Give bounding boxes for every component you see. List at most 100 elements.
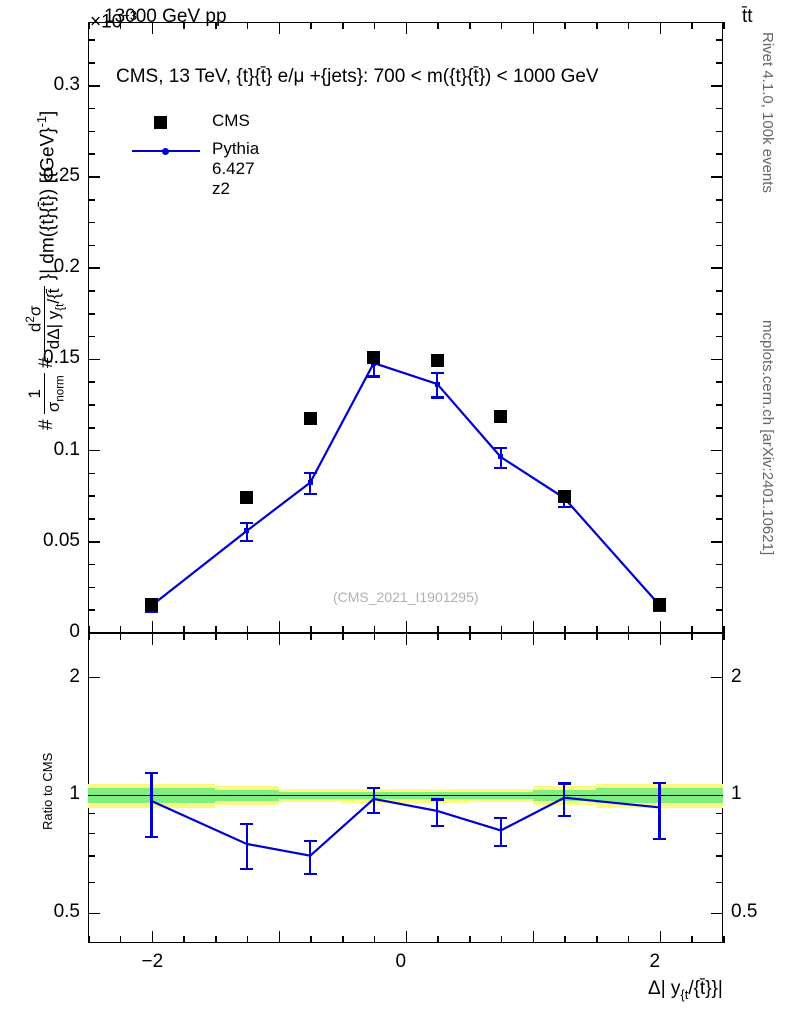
data-point-cms[interactable] — [430, 353, 444, 367]
x-tick-main-top — [88, 22, 90, 29]
y-tick-main — [88, 290, 95, 292]
x-tick-label: 2 — [649, 951, 661, 972]
x-tick-ratio-bottom — [373, 936, 376, 943]
data-point-cms[interactable] — [303, 412, 317, 426]
x-tick-main — [151, 621, 154, 633]
y-tick-main — [88, 85, 100, 87]
x-tick-ratio-top — [691, 633, 693, 640]
data-point-cms[interactable] — [145, 598, 158, 612]
x-tick-main — [310, 626, 312, 633]
y-tick-main — [88, 313, 95, 315]
x-tick-label: 0 — [395, 951, 407, 972]
x-tick-main — [246, 626, 249, 633]
x-tick-ratio-bottom — [723, 936, 725, 943]
y-tick-ratio — [88, 832, 95, 835]
error-bar-cap — [430, 824, 444, 827]
y-tick-main-right — [716, 472, 723, 475]
data-point-cms[interactable] — [653, 598, 666, 612]
error-bar-cap — [494, 845, 508, 848]
y-tick-ratio-right — [716, 881, 723, 884]
y-tick-main — [88, 472, 95, 475]
y-tick-main-right — [716, 199, 723, 201]
y-tick-main — [88, 62, 95, 64]
error-bar-ratio — [309, 839, 312, 873]
x-tick-main — [596, 626, 598, 633]
x-tick-main-top — [310, 22, 312, 29]
x-tick-ratio-top — [151, 633, 154, 645]
x-tick-ratio-top — [723, 633, 725, 640]
y-tick-main-right — [716, 290, 723, 292]
x-tick-ratio-bottom — [342, 936, 344, 943]
error-bar-cap — [557, 782, 571, 785]
y-tick-label-ratio: 2 — [69, 665, 80, 687]
y-tick-label-ratio: 0.5 — [53, 901, 80, 923]
data-point-cms[interactable] — [494, 410, 508, 424]
y-tick-main — [88, 358, 100, 361]
x-tick-main — [215, 626, 217, 633]
x-tick-ratio-top — [659, 633, 662, 645]
x-tick-main-top — [691, 22, 693, 29]
error-bar-cap — [557, 814, 571, 817]
y-tick-ratio — [88, 855, 95, 857]
x-tick-ratio-top — [405, 633, 408, 645]
y-tick-main-right — [716, 313, 723, 315]
y-tick-main — [88, 221, 95, 224]
error-bar-cap — [494, 467, 508, 470]
data-point-cms[interactable] — [240, 490, 254, 504]
y-tick-label-main: 0.25 — [43, 165, 80, 187]
y-tick-main — [88, 404, 95, 406]
y-tick-ratio-major — [88, 676, 100, 679]
ratio-reference-line — [88, 794, 723, 797]
x-tick-ratio-bottom — [310, 936, 312, 943]
y-tick-label-ratio-right: 2 — [731, 665, 742, 687]
y-tick-main — [88, 518, 95, 520]
x-tick-main-top — [215, 22, 217, 29]
y-tick-label-main: 0.2 — [53, 256, 80, 278]
y-tick-main-right — [716, 107, 723, 110]
y-tick-main-right — [716, 130, 723, 133]
x-tick-ratio-bottom — [405, 931, 408, 943]
x-tick-main-top — [469, 22, 471, 29]
data-point-cms[interactable] — [557, 489, 571, 503]
y-tick-main-right — [711, 176, 723, 178]
y-tick-main — [88, 586, 95, 589]
y-tick-main — [88, 609, 95, 611]
error-bar-ratio — [658, 781, 661, 838]
y-tick-main — [88, 176, 100, 178]
data-point-cms[interactable] — [367, 351, 381, 365]
y-tick-main-right — [716, 62, 723, 64]
x-tick-ratio-bottom — [627, 936, 630, 943]
y-tick-main-right — [716, 221, 723, 224]
error-bar-cap — [303, 493, 317, 496]
x-tick-main — [373, 626, 376, 633]
mc-point-main[interactable] — [307, 480, 313, 486]
x-tick-main-top — [278, 22, 281, 34]
y-tick-ratio-right — [716, 832, 723, 835]
error-bar-cap — [303, 471, 317, 475]
legend-marker-line — [128, 136, 204, 164]
x-tick-ratio-top — [596, 633, 598, 640]
x-tick-ratio-bottom — [183, 936, 185, 943]
x-tick-main-top — [373, 22, 376, 29]
y-tick-main — [88, 153, 95, 156]
x-tick-main — [119, 626, 122, 633]
y-tick-label-main: 0.15 — [43, 347, 80, 369]
y-tick-label-main: 0.05 — [43, 529, 80, 551]
x-tick-main-top — [532, 22, 535, 34]
y-tick-label-ratio: 1 — [69, 783, 80, 805]
legend-marker-square — [128, 108, 204, 136]
y-tick-main-right — [716, 427, 723, 429]
y-tick-main — [88, 427, 95, 429]
x-tick-main-top — [564, 22, 566, 29]
mc-point-main[interactable] — [434, 381, 440, 387]
x-tick-ratio-bottom — [500, 936, 503, 943]
mc-point-main[interactable] — [498, 454, 504, 460]
y-tick-main — [88, 449, 100, 452]
x-tick-ratio-top — [532, 633, 535, 645]
x-tick-main-top — [119, 22, 122, 29]
error-bar-cap — [430, 798, 444, 801]
y-tick-ratio-major-right — [711, 912, 723, 915]
mc-point-main[interactable] — [244, 528, 250, 534]
x-tick-main-top — [246, 22, 249, 29]
